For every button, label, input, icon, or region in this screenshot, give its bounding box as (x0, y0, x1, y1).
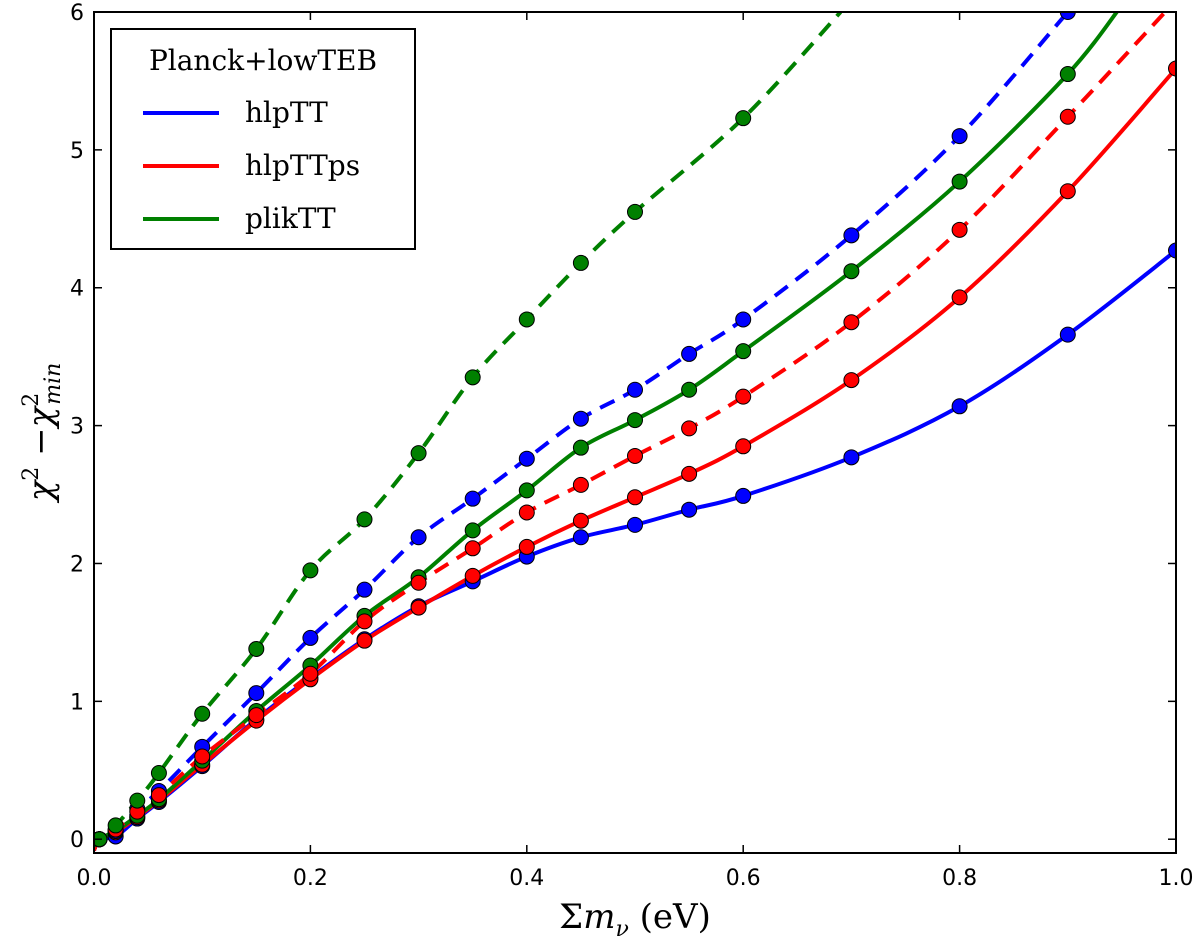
data-point-pliktt-dashed (194, 705, 211, 722)
data-point-hlptt-solid (735, 487, 752, 504)
plot-frame (93, 11, 1177, 854)
data-point-pliktt-dashed (150, 765, 167, 782)
data-point-hlptt-dashed (1059, 12, 1076, 20)
data-point-pliktt-solid (464, 522, 481, 539)
y-tick-label: 6 (70, 1, 84, 26)
data-point-hlpttps-dashed (464, 540, 481, 557)
data-point-hlptt-dashed (410, 529, 427, 546)
x-tick-label: 0.4 (509, 866, 544, 891)
legend: Planck+lowTEB hlpTT hlpTTps plikTT (110, 28, 416, 250)
data-point-pliktt-dashed (129, 792, 146, 809)
data-point-pliktt-dashed (302, 562, 319, 579)
data-point-hlpttps-dashed (356, 613, 373, 630)
data-point-hlptt-solid (572, 529, 589, 546)
series-line-hlptt-dashed (94, 12, 1070, 852)
data-point-hlpttps-solid (572, 512, 589, 529)
data-point-pliktt-dashed (627, 203, 643, 220)
data-point-hlpttps-dashed (302, 665, 319, 682)
y-tick-label: 5 (70, 139, 84, 164)
data-point-hlptt-solid (1168, 242, 1176, 259)
legend-label-pliktt: plikTT (245, 202, 336, 235)
data-point-pliktt-solid (843, 263, 860, 280)
data-point-hlpttps-solid (518, 538, 535, 555)
legend-title: Planck+lowTEB (149, 44, 377, 77)
data-point-hlpttps-dashed (1059, 108, 1076, 125)
legend-label-hlpttps: hlpTTps (245, 149, 360, 182)
data-point-pliktt-dashed (410, 445, 427, 462)
y-tick-label: 0 (70, 828, 84, 853)
data-point-hlptt-solid (1059, 326, 1076, 343)
data-point-pliktt-solid (627, 412, 643, 429)
x-tick-label: 0.2 (293, 866, 328, 891)
data-point-hlpttps-dashed (518, 504, 535, 521)
data-point-hlptt-solid (951, 398, 968, 415)
data-point-hlpttps-dashed (194, 748, 211, 765)
data-point-hlpttps-dashed (627, 447, 643, 464)
x-tick-label: 0.6 (726, 866, 761, 891)
data-point-pliktt-solid (518, 482, 535, 499)
data-point-hlpttps-solid (410, 599, 427, 616)
data-point-hlptt-dashed (356, 581, 373, 598)
data-point-pliktt-dashed (248, 640, 265, 657)
data-point-hlptt-dashed (302, 629, 319, 646)
data-point-hlpttps-solid (356, 632, 373, 649)
data-point-hlpttps-dashed (951, 221, 968, 238)
y-tick-label: 2 (70, 552, 84, 577)
data-point-hlptt-dashed (843, 227, 860, 244)
data-point-pliktt-dashed (464, 369, 481, 386)
data-point-pliktt-dashed (356, 511, 373, 528)
x-tick-label: 1.0 (1159, 866, 1194, 891)
data-point-hlpttps-dashed (735, 388, 752, 405)
data-point-hlpttps-dashed (681, 420, 698, 437)
data-point-hlpttps-solid (627, 489, 643, 506)
data-point-hlpttps-solid (735, 438, 752, 455)
data-point-hlpttps-dashed (150, 787, 167, 804)
data-point-pliktt-dashed (735, 110, 752, 127)
legend-label-hlptt: hlpTT (245, 96, 328, 129)
data-point-hlptt-dashed (518, 450, 535, 467)
y-axis-label: χ2 −χ2min (19, 363, 66, 504)
y-tick-label: 1 (70, 690, 84, 715)
data-point-pliktt-solid (951, 173, 968, 190)
data-point-hlptt-dashed (627, 381, 643, 398)
data-point-pliktt-dashed (518, 311, 535, 328)
data-point-hlpttps-solid (951, 289, 968, 306)
data-point-hlptt-dashed (572, 410, 589, 427)
data-point-hlpttps-solid (843, 372, 860, 389)
data-point-hlpttps-dashed (843, 314, 860, 331)
data-point-pliktt-solid (572, 439, 589, 456)
data-point-hlptt-dashed (951, 128, 968, 145)
data-point-pliktt-solid (681, 381, 698, 398)
tick-layer: 0.0 0.2 0.4 0.6 0.8 1.0 0 1 2 3 4 5 6 (70, 1, 1194, 891)
data-point-hlpttps-solid (464, 567, 481, 584)
data-point-hlptt-dashed (681, 345, 698, 362)
data-point-pliktt-solid (1059, 66, 1076, 83)
data-point-hlptt-solid (843, 449, 860, 466)
x-tick-label: 0.0 (77, 866, 112, 891)
y-tick-label: 4 (70, 277, 84, 302)
data-point-hlptt-solid (627, 516, 643, 533)
data-point-hlpttps-dashed (572, 476, 589, 493)
data-point-hlpttps-solid (1168, 60, 1176, 77)
y-tick-label: 3 (70, 415, 84, 440)
x-axis-label: Σmν (eV) (559, 897, 711, 941)
x-tick-label: 0.8 (942, 866, 977, 891)
data-point-hlpttps-solid (1059, 183, 1076, 200)
data-point-pliktt-dashed (572, 254, 589, 271)
data-point-hlpttps-dashed (410, 574, 427, 591)
legend-box (110, 28, 416, 250)
data-point-hlptt-dashed (464, 490, 481, 507)
data-point-pliktt-solid (735, 343, 752, 360)
data-point-hlptt-solid (681, 501, 698, 518)
data-point-pliktt-dashed (107, 817, 124, 834)
data-point-hlpttps-solid (681, 465, 698, 482)
data-point-hlptt-dashed (735, 311, 752, 328)
data-point-hlpttps-dashed (248, 707, 265, 724)
data-point-hlptt-dashed (248, 685, 265, 702)
